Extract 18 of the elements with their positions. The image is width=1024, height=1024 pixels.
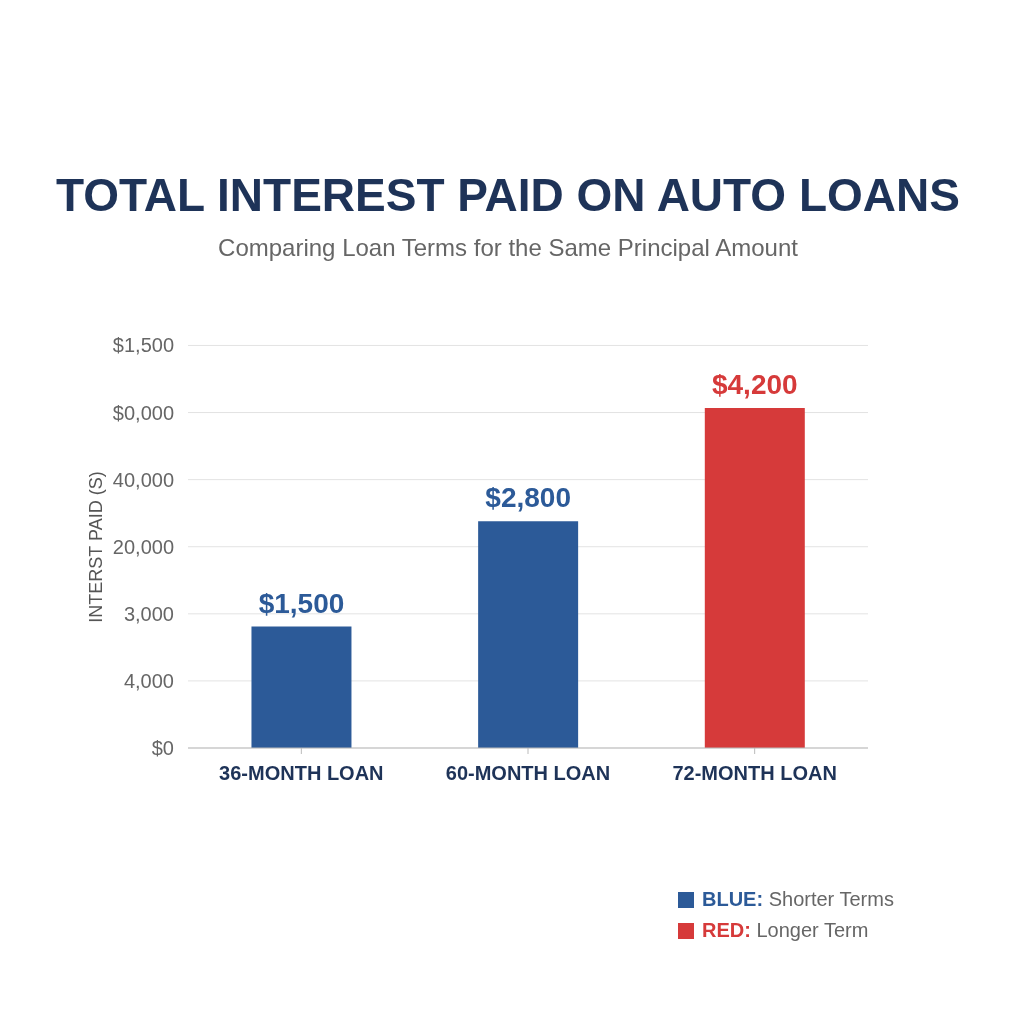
text: $1,500 — [111, 333, 174, 358]
data-label: $4,200 — [711, 369, 798, 400]
chart-title: TOTAL INTEREST PAID ON AUTO LOANS — [55, 168, 961, 222]
text: 4,000 — [122, 668, 174, 693]
x-tick-label: 60-MONTH LOAN — [445, 762, 611, 785]
data-label: $1,500 — [258, 587, 345, 619]
text: 20,000 — [112, 535, 174, 558]
text: 3,000 — [123, 602, 174, 625]
legend-label: RED: Longer Term — [702, 919, 869, 941]
x-tick-label: 72-MONTH LOAN — [672, 762, 837, 785]
legend-label: BLUE: Shorter Terms — [702, 888, 894, 910]
text: 40,000 — [112, 468, 174, 491]
data-label: $2,800 — [485, 482, 571, 514]
chart-subtitle: Comparing Loan Terms for the Same Principal Amount — [217, 234, 799, 262]
y-axis-title: INTERST PAID (S) — [85, 470, 107, 625]
text: $0,000 — [111, 400, 174, 425]
text: $0 — [150, 736, 174, 760]
x-tick-label: 36-MONTH LOAN — [219, 762, 384, 785]
